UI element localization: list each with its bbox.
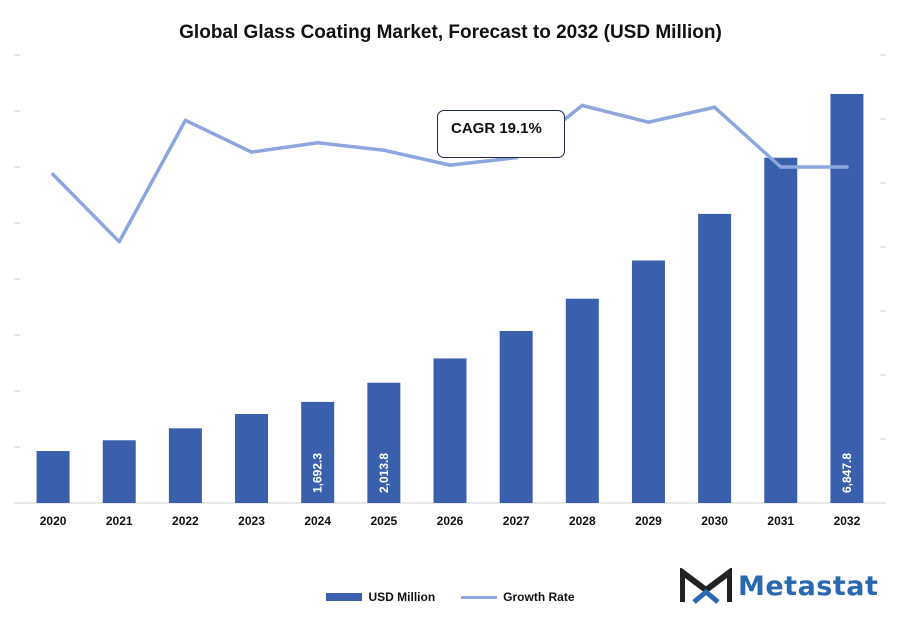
bar-2032[interactable] [830,93,864,504]
bar-data-label: 1,692.3 [311,453,325,493]
x-tick-label: 2030 [701,514,728,528]
bar-2024[interactable] [301,401,335,503]
growth-rate-point [117,239,122,244]
legend-item-line[interactable]: Growth Rate [461,590,575,604]
bar-2027[interactable] [499,330,533,503]
legend-swatch-bar [326,593,363,601]
chart-title: Global Glass Coating Market, Forecast to… [179,22,722,43]
left-axis-ticks [14,54,20,504]
logo-text: Metastat [738,570,879,602]
bar-2022[interactable] [168,428,202,503]
growth-rate-point [778,165,783,169]
bar-2028[interactable] [565,298,599,503]
x-tick-label: 2023 [238,514,265,528]
growth-rate-point [580,103,585,108]
right-axis-ticks [880,54,886,504]
growth-rate-point [448,163,452,167]
bar-2031[interactable] [764,157,798,503]
bar-data-label: 2,013.8 [377,453,391,493]
x-tick-label: 2025 [370,514,397,528]
growth-rate-point [51,172,55,177]
bar-2021[interactable] [102,440,136,503]
growth-rate-point [315,140,320,145]
growth-rate-point [183,118,188,123]
x-tick-label: 2027 [503,514,530,528]
growth-rate-point [382,148,386,152]
x-tick-label: 2020 [40,514,67,528]
cagr-annotation: CAGR 19.1% [437,110,565,158]
growth-rate-point [249,150,254,154]
x-tick-label: 2029 [635,514,662,528]
x-tick-label: 2022 [172,514,199,528]
bar-2026[interactable] [433,358,467,503]
x-tick-label: 2032 [834,514,861,528]
legend-label-line: Growth Rate [503,590,575,604]
bar-2030[interactable] [698,213,732,503]
metastat-logo: Metastat [680,568,878,604]
bar-data-label: 6,847.8 [840,453,854,493]
legend-swatch-line [461,595,498,599]
bar-2025[interactable] [367,382,401,503]
x-tick-labels: 2020 2021 2022 2023 2024 2025 2026 2027 2028 2029… [40,514,861,528]
legend-item-bars[interactable]: USD Million [326,590,435,604]
x-tick-label: 2031 [767,514,794,528]
metastat-m-icon [680,568,732,604]
x-tick-label: 2024 [304,514,331,528]
bar-2029[interactable] [631,260,665,503]
growth-rate-point [712,105,717,110]
x-tick-label: 2021 [106,514,133,528]
x-tick-label: 2028 [569,514,596,528]
x-tick-label: 2026 [437,514,464,528]
bar-data-labels: 1,692.3 2,013.8 6,847.8 [311,453,854,493]
growth-rate-point [646,120,651,124]
bar-2020[interactable] [36,451,70,503]
legend: USD Million Growth Rate [0,590,901,604]
growth-rate-point [845,165,849,169]
bar-2023[interactable] [235,413,269,503]
legend-label-bars: USD Million [368,590,436,604]
bar-series [36,93,864,504]
